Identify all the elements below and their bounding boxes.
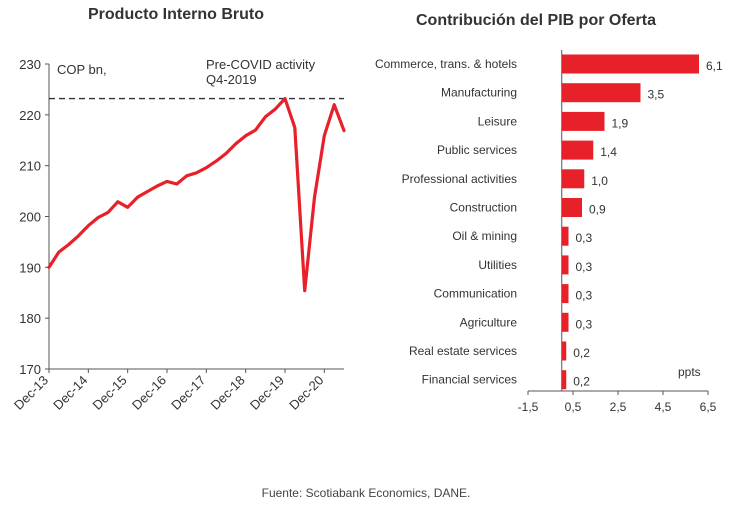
bar [561,312,569,332]
left-x-tick-label: Dec-18 [208,373,248,413]
bar-value-label: 0,2 [573,346,590,360]
bar [561,370,567,390]
bar [561,341,567,361]
category-label: Oil & mining [452,229,517,243]
bar-value-label: 1,9 [612,116,629,130]
left-y-tick-label: 170 [19,362,41,377]
bar [561,111,605,131]
right-x-tick-label: 0,5 [565,400,582,414]
category-label: Professional activities [402,172,517,186]
left-x-tick-label: Dec-14 [50,373,90,413]
bar [561,140,594,160]
bar-value-label: 3,5 [648,88,665,102]
left-y-tick-label: 210 [19,159,41,174]
category-label: Commerce, trans. & hotels [375,57,517,71]
category-label: Communication [434,287,517,301]
bar-value-label: 0,3 [576,231,593,245]
left-x-tick-label: Dec-17 [168,373,208,413]
source-footer: Fuente: Scotiabank Economics, DANE. [261,486,471,500]
bar-value-label: 1,0 [591,174,608,188]
right-plot: Commerce, trans. & hotels 6,1 Manufacturin… [375,54,723,390]
category-label: Manufacturing [441,86,517,100]
right-x-tick-label: 2,5 [610,400,627,414]
right-axes: -1,5 0,5 2,5 4,5 6,5 [518,50,717,414]
gdp-series-line [47,96,346,293]
left-y-tick-label: 190 [19,260,41,275]
category-label: Utilities [478,258,517,272]
bar [561,198,582,217]
left-y-tick-label: 220 [19,108,41,123]
left-y-tick-label: 200 [19,210,41,225]
left-x-tick-label: Dec-19 [247,373,287,413]
left-annotation-line2: Q4-2019 [206,72,257,87]
category-label: Public services [437,143,517,157]
left-x-tick-label: Dec-16 [129,373,169,413]
left-y-tick-label: 180 [19,311,41,326]
bar [561,54,699,74]
bar-value-label: 0,3 [576,260,593,274]
left-x-tick-label: Dec-13 [11,373,51,413]
bar-value-label: 0,2 [573,375,590,389]
bar [561,284,569,304]
left-annotation-line1: Pre-COVID activity [206,57,316,72]
left-x-tick-label: Dec-20 [286,373,326,413]
category-label: Real estate services [409,344,517,358]
right-x-tick-label: 6,5 [700,400,717,414]
category-label: Leisure [478,114,518,128]
category-label: Construction [450,201,517,215]
category-label: Agriculture [460,315,518,329]
bar-value-label: 0,3 [576,289,593,303]
bar [561,255,569,275]
bar-value-label: 0,3 [576,317,593,331]
bar-value-label: 6,1 [706,59,723,73]
category-label: Financial services [422,373,517,387]
bar-value-label: 1,4 [600,145,617,159]
right-x-tick-label: 4,5 [655,400,672,414]
right-chart-title: Contribución del PIB por Oferta [416,12,657,29]
left-x-tick-label: Dec-15 [90,373,130,413]
bar [561,226,569,246]
bar [561,83,641,103]
left-unit-label: COP bn, [57,62,107,77]
left-plot [47,96,346,293]
bar [561,169,585,189]
left-y-tick-label: 230 [19,57,41,72]
right-x-tick-label: -1,5 [518,400,539,414]
right-unit-label: ppts [678,365,701,379]
bar-value-label: 0,9 [589,203,606,217]
left-chart-title: Producto Interno Bruto [88,6,264,23]
